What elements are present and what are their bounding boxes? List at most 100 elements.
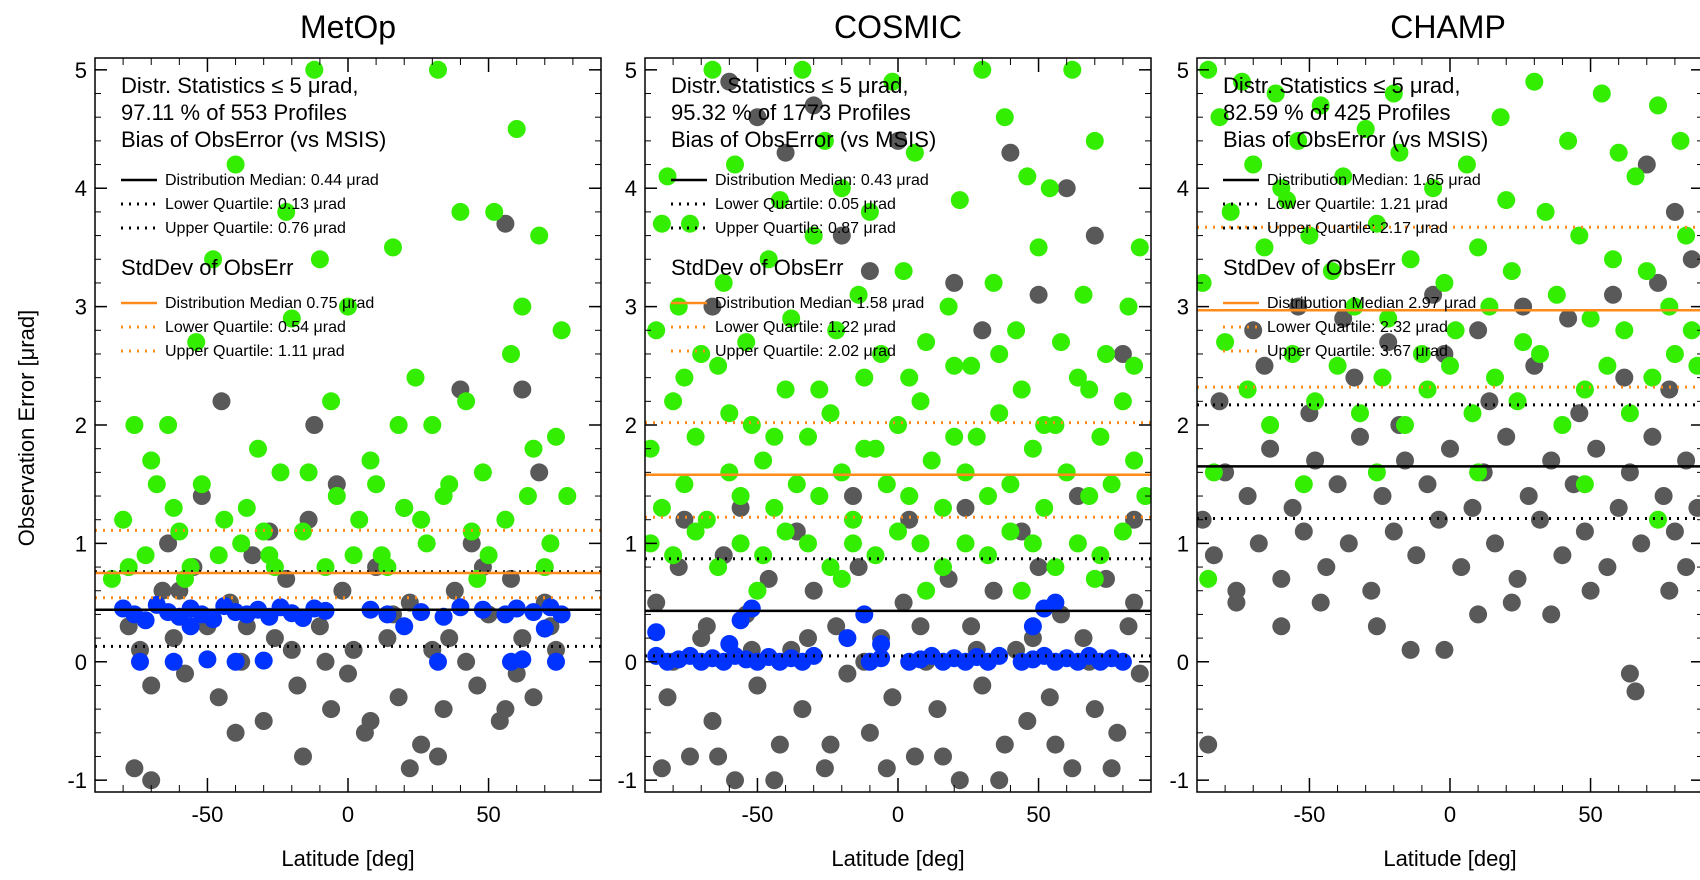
green-point <box>384 238 402 257</box>
gray-point <box>984 581 1003 600</box>
gray-point <box>305 416 324 434</box>
green-point <box>1221 202 1240 221</box>
green-point <box>748 581 767 600</box>
y-tick-labels: -1 0 1 2 3 4 5 <box>1169 58 1189 793</box>
green-point <box>1119 297 1138 316</box>
gray-point <box>945 273 964 292</box>
y-tick-label: 1 <box>625 531 637 556</box>
gray-point <box>1469 605 1488 624</box>
green-point <box>889 522 907 541</box>
blue-point <box>647 623 666 642</box>
gray-point <box>1615 368 1634 387</box>
y-tick-label: 0 <box>75 650 87 675</box>
gray-point <box>389 688 408 707</box>
gray-point <box>226 723 245 742</box>
green-point <box>804 226 823 245</box>
green-point <box>1068 534 1087 553</box>
gray-point <box>1339 534 1358 553</box>
gray-point <box>1677 558 1696 577</box>
green-point <box>1012 581 1031 600</box>
stats-header-line: Bias of ObsError (vs MSIS) <box>121 127 386 152</box>
y-tick-label: -1 <box>1169 768 1189 793</box>
gray-point <box>1637 155 1656 174</box>
gray-point <box>1665 202 1684 221</box>
gray-point <box>496 700 515 719</box>
green-point <box>485 202 504 221</box>
green-point <box>204 250 223 269</box>
gray-point <box>1469 321 1488 340</box>
green-point <box>282 309 301 328</box>
blue-point <box>513 650 532 669</box>
blue-point <box>552 605 571 624</box>
gray-point <box>1682 250 1700 269</box>
green-point <box>457 392 476 411</box>
green-point <box>765 498 784 517</box>
std-upper-quartile-label: Upper Quartile: 1.11 μrad <box>165 343 345 360</box>
green-point <box>434 487 453 505</box>
stddev-header: StdDev of ObsErr <box>671 255 843 280</box>
green-point <box>429 60 447 79</box>
green-point <box>1514 333 1533 352</box>
green-point <box>950 191 969 210</box>
scatter-points <box>102 60 577 790</box>
green-point <box>473 463 492 482</box>
gray-point <box>1373 487 1392 505</box>
gray-point <box>1210 392 1229 411</box>
gray-point <box>429 747 447 766</box>
green-point <box>1604 250 1622 269</box>
gray-point <box>1379 333 1398 352</box>
gray-point <box>1261 439 1280 458</box>
green-point <box>518 487 537 505</box>
stats-header-line: Distr. Statistics ≤ 5 μrad, <box>671 73 908 98</box>
green-point <box>1688 356 1700 375</box>
green-point <box>1300 226 1319 245</box>
green-point <box>979 487 997 505</box>
gray-point <box>1334 309 1353 328</box>
gray-point <box>815 759 834 778</box>
gray-point <box>1238 487 1257 505</box>
green-point <box>1080 487 1099 505</box>
green-point <box>1649 96 1667 115</box>
gray-point <box>675 510 694 529</box>
green-point <box>507 120 526 138</box>
y-tick-label: 4 <box>75 176 87 201</box>
green-point <box>125 416 144 434</box>
green-point <box>810 487 829 505</box>
statistics-legend: Distr. Statistics ≤ 5 μrad, 95.32 % of 1… <box>671 73 936 360</box>
gray-point <box>243 546 262 565</box>
gray-point <box>911 617 930 636</box>
green-point <box>675 475 694 494</box>
green-point <box>726 155 744 174</box>
gray-point <box>1102 759 1121 778</box>
bias-lower-quartile-label: Lower Quartile: 0.13 μrad <box>165 196 346 213</box>
blue-point <box>181 617 200 636</box>
gray-point <box>412 735 431 754</box>
green-point <box>1531 345 1549 363</box>
green-point <box>1351 404 1369 423</box>
green-point <box>1575 475 1594 494</box>
gray-point <box>883 688 902 707</box>
gray-point <box>681 747 699 766</box>
gray-point <box>530 463 549 482</box>
gray-point <box>1040 688 1059 707</box>
green-point <box>922 451 941 470</box>
green-point <box>1266 84 1285 103</box>
panel-champ: CHAMP -1 0 1 2 3 4 5 -50 0 50 Latitude [… <box>1169 9 1700 871</box>
blue-point <box>412 603 431 622</box>
y-tick-label: 5 <box>625 58 637 83</box>
gray-point <box>995 735 1014 754</box>
green-point <box>1063 60 1082 79</box>
gray-point <box>1665 522 1684 541</box>
y-tick-label: 4 <box>1177 176 1189 201</box>
gray-point <box>652 759 671 778</box>
blue-point <box>254 651 273 670</box>
gray-point <box>860 262 879 281</box>
gray-point <box>1598 558 1617 577</box>
green-point <box>1311 96 1330 115</box>
gray-point <box>793 700 812 719</box>
panel-cosmic: COSMIC -1 0 1 2 3 4 5 -50 0 50 Latitude … <box>617 9 1152 871</box>
green-point <box>1418 380 1437 399</box>
green-point <box>1040 179 1059 198</box>
green-point <box>232 534 251 553</box>
blue-point <box>731 611 750 630</box>
